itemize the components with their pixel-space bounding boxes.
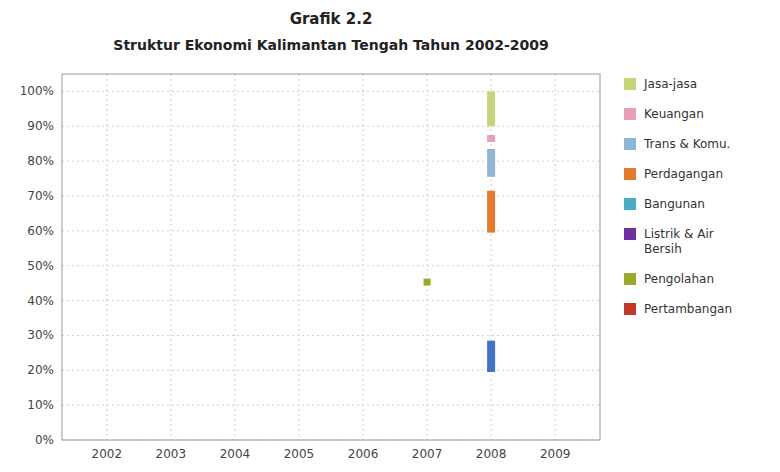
legend-label: Listrik & AirBersih	[644, 227, 714, 256]
range-segment	[487, 135, 495, 142]
grid-line	[298, 74, 299, 440]
legend-label: Pengolahan	[644, 272, 714, 286]
legend-label: Keuangan	[644, 107, 704, 121]
point	[424, 279, 431, 286]
x-tick-label: 2008	[476, 447, 507, 461]
plot-frame	[62, 74, 600, 440]
x-tick-label: 2003	[156, 447, 187, 461]
legend-label: Perdagangan	[644, 167, 723, 181]
x-tick-label: 2005	[284, 447, 315, 461]
x-tick-label: 2004	[220, 447, 251, 461]
y-tick-label: 30%	[27, 328, 54, 342]
grid-line	[62, 126, 600, 127]
grid	[62, 74, 600, 440]
y-tick-label: 0%	[35, 433, 54, 447]
title: Grafik 2.2	[290, 10, 373, 28]
y-tick-label: 20%	[27, 363, 54, 377]
grid-line	[62, 265, 600, 266]
range-segment	[487, 149, 495, 177]
legend-swatch	[624, 108, 636, 120]
grid-line	[62, 300, 600, 301]
y-tick-label: 80%	[27, 154, 54, 168]
legend-swatch	[624, 168, 636, 180]
grid-line	[363, 74, 364, 440]
grid-line	[106, 74, 107, 440]
y-tick-label: 90%	[27, 119, 54, 133]
y-tick-label: 100%	[20, 84, 54, 98]
marks	[424, 91, 496, 372]
legend-swatch	[624, 228, 636, 240]
range-segment	[487, 341, 495, 372]
y-tick-label: 70%	[27, 189, 54, 203]
x-tick-label: 2006	[348, 447, 379, 461]
grid-line	[170, 74, 171, 440]
legend-swatch	[624, 198, 636, 210]
legend-label: Trans & Komu.	[643, 137, 730, 151]
range-segment	[487, 191, 495, 233]
legend-label: Bangunan	[644, 197, 705, 211]
x-tick-label: 2007	[412, 447, 443, 461]
y-tick-label: 60%	[27, 224, 54, 238]
grid-line	[491, 74, 492, 440]
grid-line	[427, 74, 428, 440]
range-segment	[487, 91, 495, 126]
legend-label: Jasa-jasa	[643, 77, 697, 91]
grid-line	[62, 91, 600, 92]
grid-line	[234, 74, 235, 440]
x-tick-label: 2002	[92, 447, 123, 461]
grid-line	[555, 74, 556, 440]
chart: Grafik 2.2 Struktur Ekonomi Kalimantan Te…	[0, 0, 780, 472]
grid-line	[62, 405, 600, 406]
legend-label: Pertambangan	[644, 302, 732, 316]
grid-line	[62, 370, 600, 371]
legend-swatch	[624, 273, 636, 285]
legend-swatch	[624, 78, 636, 90]
y-tick-label: 10%	[27, 398, 54, 412]
x-tick-label: 2009	[540, 447, 571, 461]
y-tick-label: 40%	[27, 294, 54, 308]
subtitle: Struktur Ekonomi Kalimantan Tengah Tahun…	[113, 37, 548, 53]
y-tick-label: 50%	[27, 259, 54, 273]
grid-line	[62, 335, 600, 336]
grid-line	[62, 196, 600, 197]
legend-swatch	[624, 138, 636, 150]
legend: Jasa-jasa Keuangan Trans & Komu. Perdaganga…	[624, 77, 732, 316]
grid-line	[62, 161, 600, 162]
grid-line	[62, 230, 600, 231]
legend-swatch	[624, 303, 636, 315]
